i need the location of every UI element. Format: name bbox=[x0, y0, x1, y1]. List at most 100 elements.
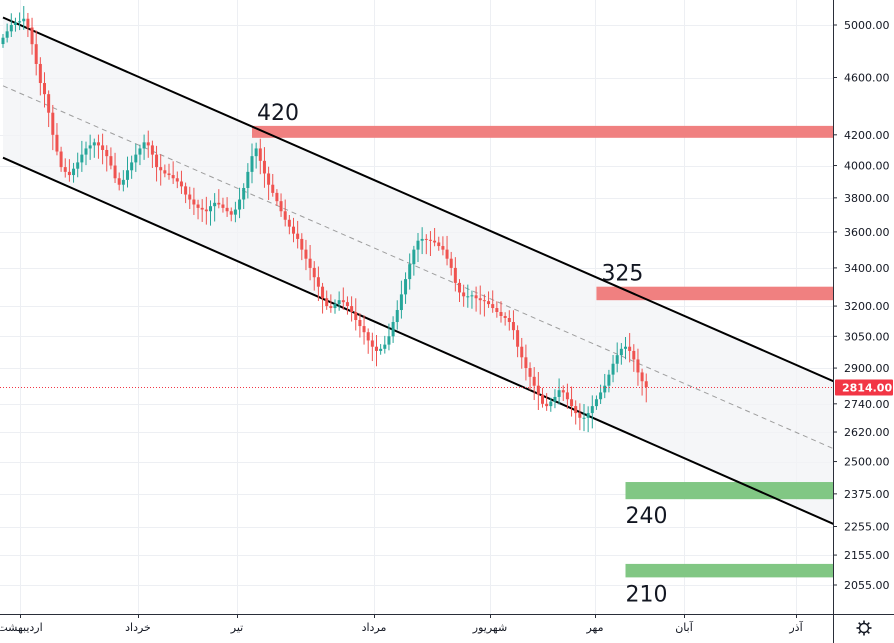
candle[interactable] bbox=[495, 301, 499, 318]
resistance-zone[interactable] bbox=[596, 286, 833, 301]
candle[interactable] bbox=[603, 373, 607, 399]
candle[interactable] bbox=[292, 217, 295, 243]
candle[interactable] bbox=[312, 261, 316, 291]
channel-upper-line[interactable] bbox=[2, 16, 875, 401]
candle[interactable] bbox=[134, 143, 138, 172]
candle[interactable] bbox=[150, 140, 154, 168]
candle[interactable] bbox=[200, 199, 204, 222]
candle[interactable] bbox=[209, 200, 212, 226]
candle[interactable] bbox=[47, 90, 51, 128]
candle[interactable] bbox=[55, 123, 59, 156]
candle[interactable] bbox=[155, 145, 159, 182]
candle[interactable] bbox=[399, 280, 403, 319]
candle[interactable] bbox=[88, 134, 92, 160]
candle[interactable] bbox=[51, 104, 55, 151]
candle[interactable] bbox=[258, 138, 262, 175]
candle[interactable] bbox=[34, 30, 38, 76]
candle[interactable] bbox=[408, 253, 412, 290]
candle[interactable] bbox=[644, 373, 648, 403]
candle[interactable] bbox=[43, 72, 46, 108]
candle[interactable] bbox=[561, 385, 565, 401]
candle[interactable] bbox=[428, 231, 432, 257]
candle[interactable] bbox=[18, 12, 22, 31]
candle[interactable] bbox=[441, 236, 445, 256]
candle[interactable] bbox=[22, 6, 26, 30]
support-zone[interactable] bbox=[625, 482, 834, 500]
candle[interactable] bbox=[238, 187, 242, 219]
candle[interactable] bbox=[594, 395, 598, 410]
candle[interactable] bbox=[404, 272, 408, 304]
candle[interactable] bbox=[586, 406, 590, 433]
candle[interactable] bbox=[329, 294, 333, 313]
support-zone[interactable] bbox=[625, 563, 834, 578]
candle[interactable] bbox=[478, 285, 482, 315]
candle[interactable] bbox=[511, 310, 515, 340]
candle[interactable] bbox=[117, 172, 121, 191]
candle[interactable] bbox=[383, 335, 387, 354]
candle[interactable] bbox=[487, 291, 491, 308]
candle[interactable] bbox=[121, 170, 125, 192]
candle[interactable] bbox=[624, 336, 627, 360]
candle[interactable] bbox=[63, 158, 67, 178]
candle[interactable] bbox=[375, 334, 378, 367]
candle[interactable] bbox=[619, 343, 623, 365]
candle[interactable] bbox=[9, 13, 13, 38]
candle[interactable] bbox=[553, 389, 557, 409]
candle[interactable] bbox=[321, 282, 325, 314]
candle[interactable] bbox=[528, 362, 532, 391]
candle[interactable] bbox=[271, 173, 275, 197]
candle[interactable] bbox=[142, 134, 146, 160]
candle[interactable] bbox=[287, 214, 291, 235]
candle[interactable] bbox=[482, 294, 486, 317]
candle[interactable] bbox=[362, 315, 366, 345]
candle[interactable] bbox=[474, 286, 478, 312]
candle[interactable] bbox=[437, 236, 441, 251]
candle[interactable] bbox=[130, 155, 134, 179]
candle[interactable] bbox=[188, 186, 192, 210]
candle[interactable] bbox=[433, 227, 437, 247]
candle[interactable] bbox=[640, 368, 644, 396]
candle[interactable] bbox=[184, 182, 188, 204]
candle[interactable] bbox=[424, 234, 428, 255]
candle[interactable] bbox=[316, 266, 320, 302]
candle[interactable] bbox=[213, 193, 217, 222]
channel-lower-line[interactable] bbox=[2, 156, 875, 543]
candle[interactable] bbox=[229, 207, 233, 222]
candle[interactable] bbox=[159, 154, 163, 186]
candle[interactable] bbox=[92, 138, 96, 158]
candle[interactable] bbox=[458, 279, 461, 302]
candle[interactable] bbox=[59, 146, 63, 172]
candle[interactable] bbox=[250, 143, 254, 184]
candle[interactable] bbox=[420, 227, 424, 255]
candle[interactable] bbox=[416, 232, 420, 263]
candle[interactable] bbox=[520, 337, 524, 369]
candle[interactable] bbox=[76, 152, 80, 178]
candle[interactable] bbox=[491, 290, 495, 313]
candle[interactable] bbox=[296, 220, 300, 249]
candle[interactable] bbox=[325, 290, 329, 310]
candle[interactable] bbox=[163, 164, 167, 178]
candle[interactable] bbox=[26, 12, 30, 38]
candle[interactable] bbox=[615, 342, 619, 373]
candle[interactable] bbox=[179, 170, 183, 194]
candle[interactable] bbox=[279, 193, 283, 217]
candle[interactable] bbox=[391, 316, 395, 343]
candle[interactable] bbox=[242, 183, 246, 210]
candle[interactable] bbox=[449, 251, 453, 276]
candle[interactable] bbox=[462, 284, 466, 307]
candle[interactable] bbox=[582, 404, 586, 432]
candle[interactable] bbox=[590, 395, 594, 429]
candle[interactable] bbox=[221, 197, 225, 213]
candle[interactable] bbox=[67, 159, 71, 182]
candle[interactable] bbox=[233, 201, 237, 223]
candle[interactable] bbox=[578, 403, 582, 431]
candle[interactable] bbox=[254, 142, 258, 169]
candle[interactable] bbox=[545, 393, 549, 411]
candle[interactable] bbox=[267, 166, 271, 201]
candle[interactable] bbox=[341, 287, 345, 310]
candle[interactable] bbox=[300, 233, 304, 261]
candle[interactable] bbox=[30, 17, 34, 55]
candle[interactable] bbox=[453, 257, 457, 292]
settings-gear-icon[interactable] bbox=[856, 620, 872, 636]
